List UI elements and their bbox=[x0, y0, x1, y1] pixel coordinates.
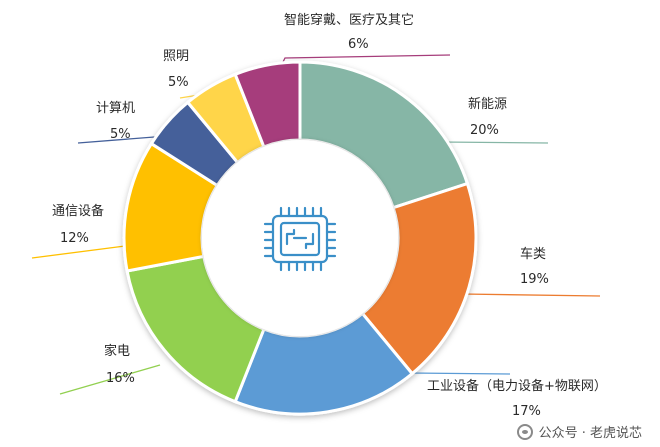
label-value: 20% bbox=[470, 123, 499, 138]
label-value: 5% bbox=[110, 127, 131, 142]
label-name: 通信设备 bbox=[52, 204, 105, 219]
label-value: 19% bbox=[520, 272, 549, 287]
label-name: 新能源 bbox=[468, 97, 508, 112]
label-value: 17% bbox=[512, 404, 541, 419]
label-name: 家电 bbox=[104, 344, 131, 359]
label-name: 智能穿戴、医疗及其它 bbox=[284, 13, 415, 28]
leader-line bbox=[461, 293, 601, 297]
watermark-text: 公众号 · 老虎说芯 bbox=[538, 426, 642, 441]
label-name: 工业设备（电力设备+物联网） bbox=[427, 379, 607, 394]
label-value: 12% bbox=[60, 231, 89, 246]
leader-line bbox=[31, 245, 126, 259]
label-value: 6% bbox=[348, 37, 369, 52]
donut-slices bbox=[122, 60, 478, 416]
leader-line bbox=[59, 364, 161, 395]
label-name: 车类 bbox=[520, 247, 547, 262]
label-name: 计算机 bbox=[96, 101, 136, 116]
watermark: 公众号 · 老虎说芯 bbox=[516, 422, 642, 441]
pie-slice bbox=[298, 60, 470, 210]
leader-line bbox=[439, 141, 549, 144]
label-value: 16% bbox=[106, 371, 135, 386]
label-name: 照明 bbox=[163, 49, 190, 64]
wechat-icon bbox=[516, 423, 533, 440]
chip-icon bbox=[263, 206, 337, 272]
label-value: 5% bbox=[168, 75, 189, 90]
